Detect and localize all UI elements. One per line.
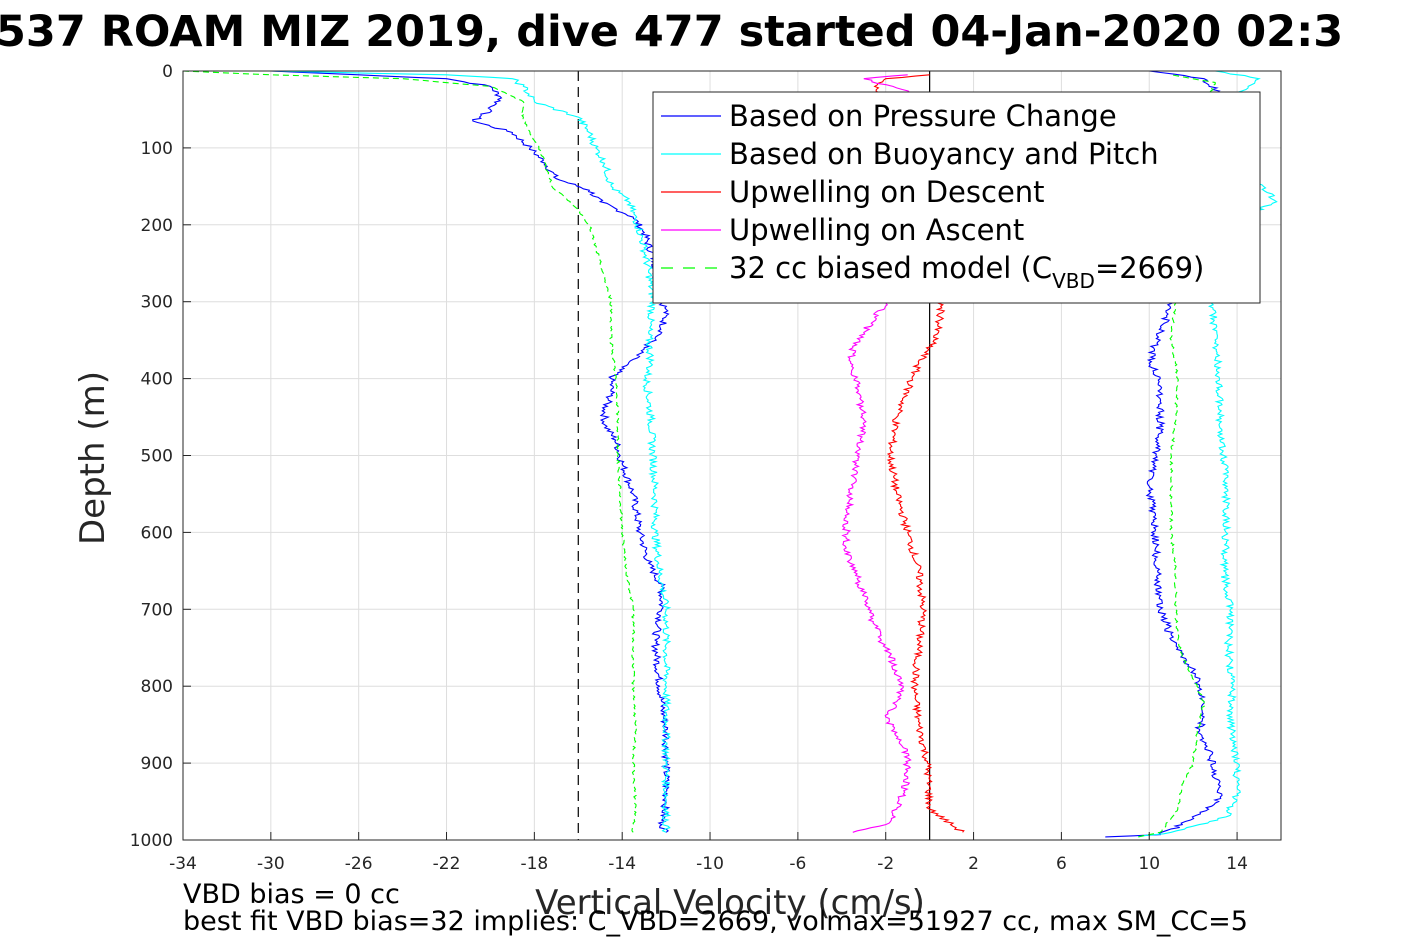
legend-label-pressure: Based on Pressure Change: [729, 99, 1117, 133]
y-tick-label: 600: [141, 523, 173, 543]
series-line-model: [182, 70, 638, 833]
y-tick-label: 1000: [130, 831, 173, 851]
footer-line-1: VBD bias = 0 cc: [183, 879, 400, 910]
x-tick-label: 2: [968, 854, 979, 874]
y-axis-label: Depth (m): [73, 371, 113, 545]
x-tick-label: -22: [433, 854, 461, 874]
y-tick-label: 300: [141, 293, 173, 313]
legend-label-buoyancy: Based on Buoyancy and Pitch: [729, 137, 1159, 171]
legend-label-up_descent: Upwelling on Descent: [729, 175, 1045, 209]
x-tick-label: 14: [1226, 854, 1248, 874]
x-tick-label: -2: [877, 854, 894, 874]
x-tick-label: -18: [520, 854, 548, 874]
y-tick-label: 100: [141, 139, 173, 159]
x-tick-label: -30: [257, 854, 285, 874]
series-line-buoyancy: [1138, 70, 1278, 838]
x-tick-label: 6: [1056, 854, 1067, 874]
legend: Based on Pressure Change Based on Buoyanc…: [652, 91, 1261, 304]
footer-line-2: best fit VBD bias=32 implies: C_VBD=2669…: [183, 906, 1248, 937]
legend-label-model: 32 cc biased model (CVBD=2669): [729, 251, 1204, 293]
series-line-buoyancy: [270, 70, 672, 833]
y-tick-label: 0: [162, 62, 173, 82]
y-tick-label: 200: [141, 216, 173, 236]
legend-label-up_ascent: Upwelling on Ascent: [729, 213, 1024, 247]
chart-title: 537 ROAM MIZ 2019, dive 477 started 04-J…: [0, 7, 1343, 57]
x-tick-label: -26: [345, 854, 373, 874]
y-tick-label: 400: [141, 370, 173, 390]
x-tick-label: 10: [1138, 854, 1160, 874]
x-tick-label: -34: [169, 854, 197, 874]
y-tick-label: 900: [141, 754, 173, 774]
x-tick-label: -10: [696, 854, 724, 874]
y-axis-ticks: 0 100 200 300 400 500 600 700 800 900 1000: [130, 62, 191, 851]
y-tick-label: 500: [141, 447, 173, 467]
x-axis-label: Vertical Velocity (cm/s): [535, 883, 925, 923]
x-tick-label: -6: [789, 854, 806, 874]
legend-box: [652, 91, 1261, 304]
y-tick-label: 800: [141, 677, 173, 697]
x-tick-label: -14: [608, 854, 636, 874]
x-axis-ticks: -34 -30 -26 -22 -18 -14 -10 -6 -2 2 6 10 14: [169, 832, 1248, 874]
y-tick-label: 700: [141, 600, 173, 620]
